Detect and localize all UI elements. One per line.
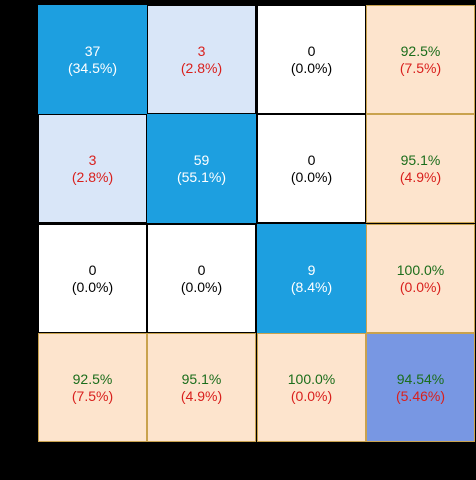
cell-value: 100.0% <box>396 261 445 278</box>
matrix-cell-r1-c1: 59 (55.1%) <box>147 114 256 223</box>
matrix-cell-r0-c0: 37 (34.5%) <box>38 5 147 114</box>
cell-percentage: (55.1%) <box>176 168 227 185</box>
confusion-matrix: 37 (34.5%) 3 (2.8%) 0 (0.0%) 92.5% (7.5%) 3 (2.8%… <box>38 5 475 442</box>
cell-value: 92.5% <box>400 42 441 59</box>
cell-value: 9 <box>307 261 316 278</box>
cell-percentage: (0.0%) <box>290 387 333 404</box>
cell-value: 100.0% <box>287 370 336 387</box>
cell-percentage: (0.0%) <box>180 278 223 295</box>
cell-value: 37 <box>84 42 101 59</box>
matrix-cell-r2-c0: 0 (0.0%) <box>38 224 147 333</box>
matrix-cell-r0-c1: 3 (2.8%) <box>147 5 256 114</box>
matrix-cell-r2-c3: 100.0% (0.0%) <box>366 224 475 333</box>
cell-percentage: (8.4%) <box>290 278 333 295</box>
cell-percentage: (0.0%) <box>290 59 333 76</box>
cell-percentage: (5.46%) <box>395 387 446 404</box>
cell-value: 3 <box>88 151 97 168</box>
matrix-cell-r3-c2: 100.0% (0.0%) <box>257 333 366 442</box>
cell-value: 95.1% <box>181 370 222 387</box>
matrix-cell-r3-c0: 92.5% (7.5%) <box>38 333 147 442</box>
cell-percentage: (0.0%) <box>290 168 333 185</box>
cell-percentage: (7.5%) <box>399 59 442 76</box>
cell-percentage: (4.9%) <box>399 168 442 185</box>
cell-value: 94.54% <box>396 370 445 387</box>
cell-value: 0 <box>197 261 206 278</box>
cell-percentage: (4.9%) <box>180 387 223 404</box>
cell-value: 59 <box>193 151 210 168</box>
cell-percentage: (0.0%) <box>399 278 442 295</box>
cell-percentage: (2.8%) <box>180 59 223 76</box>
matrix-cell-r1-c2: 0 (0.0%) <box>257 114 366 223</box>
cell-percentage: (7.5%) <box>71 387 114 404</box>
cell-percentage: (0.0%) <box>71 278 114 295</box>
cell-percentage: (2.8%) <box>71 168 114 185</box>
matrix-cell-r2-c2: 9 (8.4%) <box>257 224 366 333</box>
cell-value: 0 <box>88 261 97 278</box>
matrix-cell-r0-c3: 92.5% (7.5%) <box>366 5 475 114</box>
matrix-cell-r1-c0: 3 (2.8%) <box>38 114 147 223</box>
cell-value: 3 <box>197 42 206 59</box>
matrix-cell-r3-c1: 95.1% (4.9%) <box>147 333 256 442</box>
cell-value: 95.1% <box>400 151 441 168</box>
matrix-cell-r3-c3: 94.54% (5.46%) <box>366 333 475 442</box>
matrix-cell-r2-c1: 0 (0.0%) <box>147 224 256 333</box>
matrix-cell-r1-c3: 95.1% (4.9%) <box>366 114 475 223</box>
matrix-cell-r0-c2: 0 (0.0%) <box>257 5 366 114</box>
cell-percentage: (34.5%) <box>67 59 118 76</box>
cell-value: 92.5% <box>72 370 113 387</box>
cell-value: 0 <box>307 151 316 168</box>
cell-value: 0 <box>307 42 316 59</box>
